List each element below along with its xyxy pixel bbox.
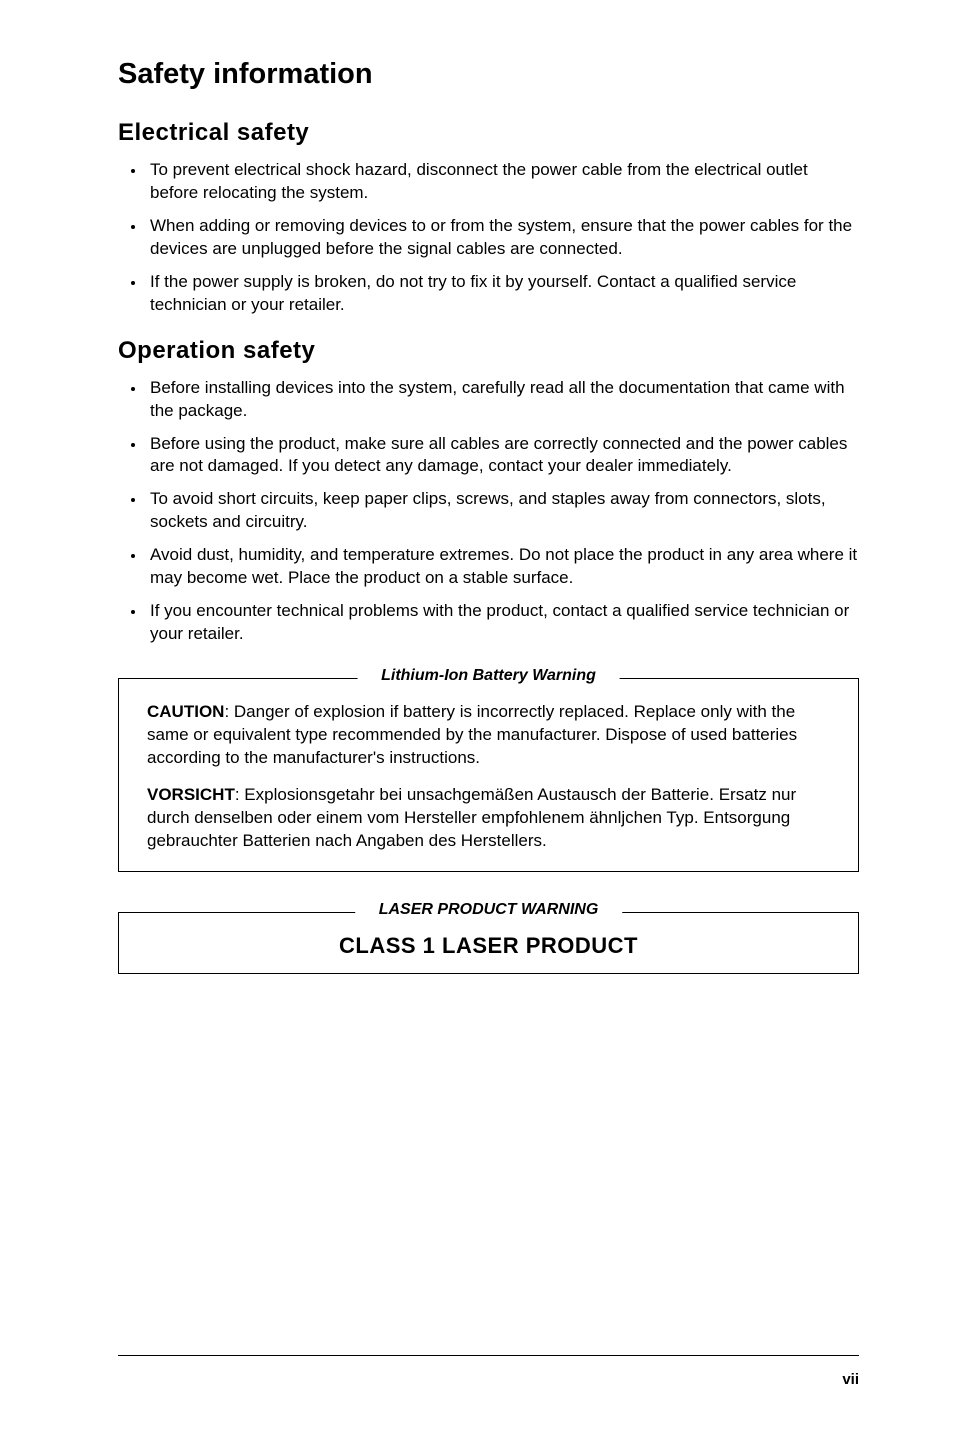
caution-label: CAUTION [147, 702, 224, 721]
list-item: To avoid short circuits, keep paper clip… [146, 488, 859, 534]
list-item: Before installing devices into the syste… [146, 377, 859, 423]
list-item: When adding or removing devices to or fr… [146, 215, 859, 261]
page-title: Safety information [118, 58, 859, 91]
list-item: Avoid dust, humidity, and temperature ex… [146, 544, 859, 590]
electrical-list: To prevent electrical shock hazard, disc… [118, 159, 859, 317]
electrical-heading: Electrical safety [118, 119, 859, 147]
caution-text: : Danger of explosion if battery is inco… [147, 702, 797, 767]
footer-rule [118, 1355, 859, 1356]
laser-box-title: LASER PRODUCT WARNING [355, 901, 623, 919]
laser-class-label: CLASS 1 LASER PRODUCT [147, 933, 830, 959]
operation-heading: Operation safety [118, 337, 859, 365]
list-item: Before using the product, make sure all … [146, 433, 859, 479]
vorsicht-paragraph: VORSICHT: Explosionsgetahr bei unsachgem… [147, 784, 830, 853]
list-item: If the power supply is broken, do not tr… [146, 271, 859, 317]
list-item: To prevent electrical shock hazard, disc… [146, 159, 859, 205]
list-item: If you encounter technical problems with… [146, 600, 859, 646]
caution-paragraph: CAUTION: Danger of explosion if battery … [147, 701, 830, 770]
battery-warning-box: Lithium-Ion Battery Warning CAUTION: Dan… [118, 678, 859, 872]
vorsicht-text: : Explosionsgetahr bei unsachgemäßen Aus… [147, 785, 796, 850]
page-number: vii [842, 1371, 859, 1388]
laser-warning-box: LASER PRODUCT WARNING CLASS 1 LASER PROD… [118, 912, 859, 974]
vorsicht-label: VORSICHT [147, 785, 235, 804]
battery-box-title: Lithium-Ion Battery Warning [357, 667, 620, 685]
operation-list: Before installing devices into the syste… [118, 377, 859, 646]
document-page: Safety information Electrical safety To … [0, 0, 954, 1438]
